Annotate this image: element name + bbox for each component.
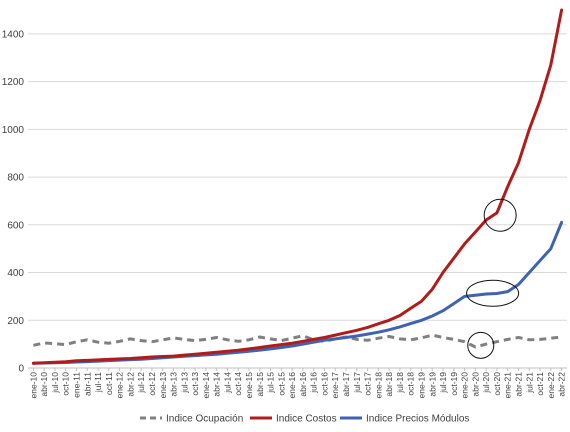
- x-tick-label: oct-15: [276, 372, 286, 396]
- legend: Indice Ocupación Indice Costos Indice Prec…: [140, 414, 469, 425]
- x-tick-label: ene-13: [158, 372, 168, 399]
- x-tick-label: jul-19: [438, 372, 448, 394]
- x-tick-label: jul-21: [524, 372, 534, 394]
- legend-label: Indice Precios Módulos: [366, 414, 469, 425]
- series-line-indice-ocupaci-n: [33, 333, 562, 349]
- x-tick-label: abr-20: [470, 372, 480, 397]
- x-tick-label: abr-12: [125, 372, 135, 397]
- x-tick-label: jul-12: [136, 372, 146, 394]
- x-tick-label: oct-14: [233, 372, 243, 396]
- x-tick-label: oct-17: [363, 372, 373, 396]
- x-tick-label: oct-11: [104, 372, 114, 395]
- x-tick-label: ene-10: [28, 372, 38, 399]
- x-tick-label: oct-20: [492, 372, 502, 396]
- x-tick-label: ene-21: [503, 372, 513, 399]
- y-tick-label: 800: [7, 173, 24, 184]
- highlight-ellipse-ocupacion: [467, 331, 495, 359]
- x-tick-label: abr-19: [427, 372, 437, 397]
- x-tick-label: abr-10: [39, 372, 49, 397]
- x-tick-label: abr-18: [384, 372, 394, 397]
- x-tick-label: ene-20: [460, 372, 470, 399]
- x-tick-label: oct-18: [406, 372, 416, 396]
- x-tick-label: jul-16: [309, 372, 319, 394]
- x-tick-label: ene-16: [287, 372, 297, 399]
- y-tick-label: 400: [7, 268, 24, 279]
- x-tick-label: jul-17: [352, 372, 362, 394]
- x-tick-label: ene-11: [72, 372, 82, 398]
- legend-label: Indice Ocupación: [166, 414, 243, 425]
- x-tick-label: oct-19: [449, 372, 459, 396]
- x-tick-label: abr-21: [513, 372, 523, 397]
- annotation-layer: [466, 198, 520, 359]
- x-tick-label: jul-15: [266, 372, 276, 394]
- x-tick-label: abr-15: [255, 372, 265, 397]
- y-axis: 0 200 400 600 800 1000 1200 1400: [2, 29, 25, 374]
- x-tick-label: oct-13: [190, 372, 200, 396]
- x-tick-label: abr-22: [557, 372, 567, 397]
- x-tick-label: abr-16: [298, 372, 308, 397]
- x-tick-label: ene-17: [330, 372, 340, 399]
- x-tick-label: ene-19: [416, 372, 426, 399]
- x-tick-label: oct-21: [535, 372, 545, 396]
- x-tick-label: jul-20: [481, 372, 491, 394]
- y-tick-label: 1000: [2, 125, 25, 136]
- x-tick-label: jul-11: [93, 372, 103, 393]
- x-tick-label: abr-13: [169, 372, 179, 397]
- highlight-ellipse-costos: [483, 198, 517, 232]
- x-tick-label: abr-17: [341, 372, 351, 397]
- x-axis: ene-10 abr-10 jul-10 oct-10 ene-11 abr-11 jul-…: [28, 368, 567, 399]
- x-tick-label: abr-14: [212, 372, 222, 397]
- x-tick-label: abr-11: [82, 372, 92, 396]
- y-tick-label: 1400: [2, 29, 25, 40]
- x-tick-label: ene-15: [244, 372, 254, 399]
- x-tick-label: ene-12: [115, 372, 125, 399]
- series-line-indice-costos: [31, 8, 564, 365]
- x-tick-label: ene-14: [201, 372, 211, 399]
- x-tick-label: oct-12: [147, 372, 157, 396]
- x-tick-label: jul-13: [179, 372, 189, 394]
- y-tick-label: 0: [18, 364, 24, 375]
- x-tick-label: oct-16: [319, 372, 329, 396]
- y-tick-label: 600: [7, 220, 24, 231]
- y-tick-label: 200: [7, 316, 24, 327]
- x-tick-label: oct-10: [61, 372, 71, 396]
- y-tick-label: 1200: [2, 77, 25, 88]
- highlight-ellipse-precios: [466, 279, 520, 307]
- gridlines: [28, 33, 567, 369]
- x-tick-label: jul-10: [50, 372, 60, 394]
- x-tick-label: ene-18: [373, 372, 383, 399]
- series-layer: [31, 8, 564, 365]
- x-tick-label: jul-18: [395, 372, 405, 394]
- legend-label: Indice Costos: [276, 414, 337, 425]
- x-tick-label: jul-14: [222, 372, 232, 394]
- x-tick-label: ene-22: [546, 372, 556, 399]
